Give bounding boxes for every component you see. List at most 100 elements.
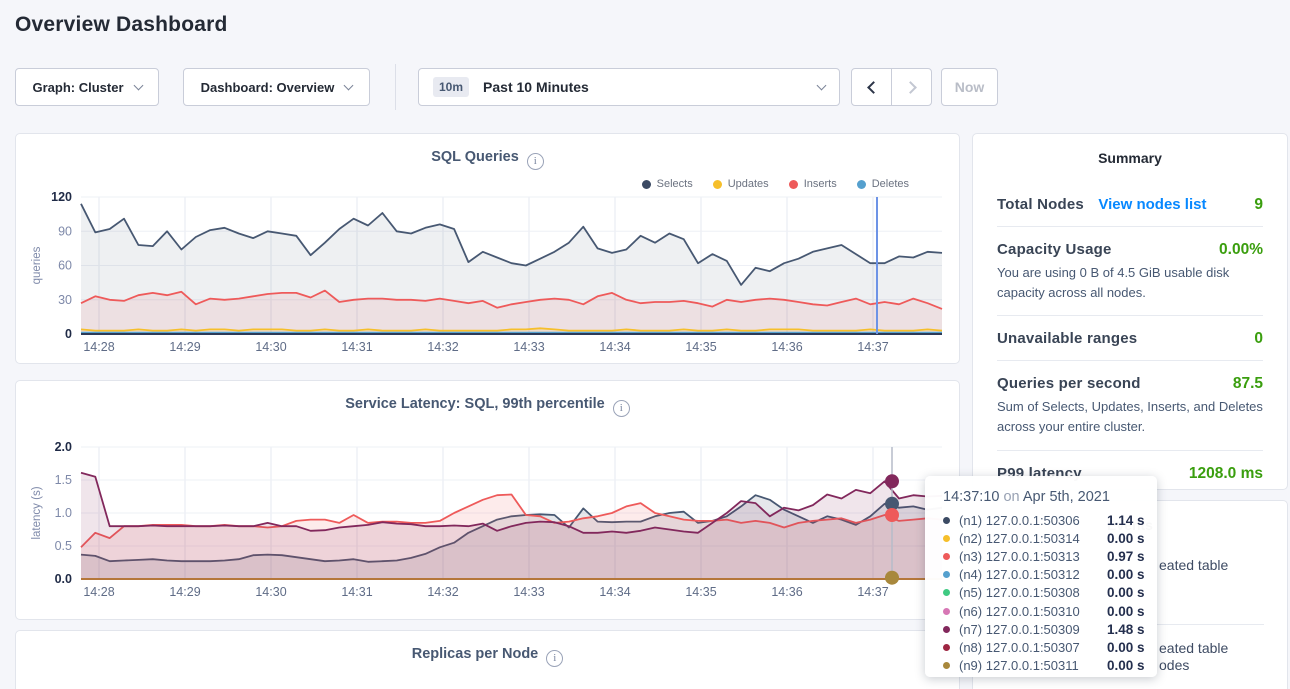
capacity-description: You are using 0 B of 4.5 GiB usable disk…	[997, 263, 1263, 303]
capacity-label: Capacity Usage	[997, 241, 1112, 258]
tooltip-date: Apr 5th, 2021	[1023, 489, 1110, 505]
svg-text:14:28: 14:28	[83, 340, 114, 354]
chevron-down-icon	[133, 80, 143, 90]
tooltip-row: (n3) 127.0.0.1:503130.97 s	[943, 547, 1157, 565]
tooltip-node-value: 0.00 s	[1107, 640, 1145, 655]
qps-label: Queries per second	[997, 375, 1141, 392]
svg-text:14:33: 14:33	[513, 585, 544, 599]
svg-text:14:30: 14:30	[255, 585, 286, 599]
time-range-label: Past 10 Minutes	[483, 79, 589, 95]
unavailable-ranges-label: Unavailable ranges	[997, 330, 1137, 347]
svg-text:0: 0	[65, 327, 72, 341]
tooltip-node-value: 0.00 s	[1107, 658, 1145, 673]
svg-text:0.5: 0.5	[55, 539, 72, 553]
series-dot-icon	[943, 589, 950, 596]
svg-text:1.5: 1.5	[55, 473, 72, 487]
svg-text:latency (s): latency (s)	[31, 486, 43, 539]
time-range-chip: 10m	[433, 77, 469, 97]
summary-row-total-nodes: Total Nodes View nodes list 9	[997, 182, 1263, 226]
svg-text:14:29: 14:29	[169, 585, 200, 599]
summary-row-unavailable: Unavailable ranges 0	[997, 315, 1263, 360]
total-nodes-label: Total Nodes	[997, 196, 1084, 213]
unavailable-ranges-value: 0	[1254, 330, 1263, 348]
svg-text:14:35: 14:35	[685, 585, 716, 599]
tooltip-on-text: on	[1003, 489, 1019, 505]
svg-text:120: 120	[51, 190, 72, 204]
svg-text:14:33: 14:33	[513, 340, 544, 354]
events-divider	[1157, 624, 1264, 625]
tooltip-row: (n2) 127.0.0.1:503140.00 s	[943, 529, 1157, 547]
series-dot-icon	[943, 608, 950, 615]
series-dot-icon	[943, 626, 950, 633]
svg-text:14:36: 14:36	[771, 585, 802, 599]
svg-text:14:36: 14:36	[771, 340, 802, 354]
overview-dashboard-page: { "page": { "title": "Overview Dashboard…	[0, 0, 1290, 689]
view-nodes-list-link[interactable]: View nodes list	[1098, 196, 1206, 213]
graph-dropdown[interactable]: Graph: Cluster	[15, 68, 159, 106]
series-dot-icon	[943, 571, 950, 578]
series-dot-icon	[943, 553, 950, 560]
series-dot-icon	[943, 662, 950, 669]
qps-description: Sum of Selects, Updates, Inserts, and De…	[997, 397, 1263, 437]
tooltip-node-value: 1.48 s	[1107, 622, 1145, 637]
summary-row-qps: Queries per second 87.5 Sum of Selects, …	[997, 360, 1263, 449]
now-button-label: Now	[955, 79, 985, 95]
event-item-text-fragment: odes	[1159, 657, 1189, 673]
replicas-title: Replicas per Node i	[16, 646, 959, 667]
tooltip-row: (n8) 127.0.0.1:503070.00 s	[943, 638, 1157, 656]
svg-text:14:28: 14:28	[83, 585, 114, 599]
page-title: Overview Dashboard	[15, 13, 228, 37]
tooltip-node-label: (n4) 127.0.0.1:50312	[959, 567, 1107, 582]
svg-text:14:34: 14:34	[599, 340, 630, 354]
svg-text:60: 60	[58, 259, 72, 273]
chevron-down-icon	[817, 80, 827, 90]
p99-latency-value: 1208.0 ms	[1189, 465, 1263, 483]
service-latency-card: Service Latency: SQL, 99th percentilei 1…	[15, 380, 960, 620]
svg-text:90: 90	[58, 224, 72, 238]
tooltip-row: (n4) 127.0.0.1:503120.00 s	[943, 566, 1157, 584]
tooltip-row: (n7) 127.0.0.1:503091.48 s	[943, 620, 1157, 638]
time-step-buttons	[851, 68, 932, 106]
chart-title-text: Replicas per Node	[412, 646, 539, 662]
service-latency-chart[interactable]: 14:28 14:29 14:30 14:31 14:32 14:33 14:34 14:35…	[16, 381, 961, 621]
tooltip-node-label: (n1) 127.0.0.1:50306	[959, 513, 1107, 528]
event-item-text-fragment: eated table	[1159, 557, 1228, 573]
svg-text:14:32: 14:32	[427, 340, 458, 354]
summary-panel: Summary Total Nodes View nodes list 9 Ca…	[972, 133, 1288, 490]
qps-value: 87.5	[1233, 375, 1263, 393]
dashboard-dropdown[interactable]: Dashboard: Overview	[183, 68, 370, 106]
svg-text:14:35: 14:35	[685, 340, 716, 354]
chevron-left-icon	[867, 81, 880, 94]
time-step-back-button[interactable]	[852, 69, 891, 105]
tooltip-row: (n1) 127.0.0.1:503061.14 s	[943, 511, 1157, 529]
now-button[interactable]: Now	[941, 68, 998, 106]
time-step-forward-button[interactable]	[891, 69, 931, 105]
sql-queries-chart[interactable]: 14:2814:2914:3014:3114:3214:3314:3414:35…	[16, 134, 961, 365]
tooltip-node-label: (n5) 127.0.0.1:50308	[959, 585, 1107, 600]
sql-queries-card: SQL Queriesi SelectsUpdatesInsertsDelete…	[15, 133, 960, 364]
series-dot-icon	[943, 644, 950, 651]
tooltip-node-value: 1.14 s	[1107, 513, 1145, 528]
svg-text:14:37: 14:37	[857, 585, 888, 599]
tooltip-node-value: 0.97 s	[1107, 549, 1145, 564]
series-dot-icon	[943, 535, 950, 542]
svg-text:14:31: 14:31	[341, 585, 372, 599]
info-icon[interactable]: i	[546, 650, 563, 667]
svg-text:14:34: 14:34	[599, 585, 630, 599]
summary-row-capacity: Capacity Usage 0.00% You are using 0 B o…	[997, 226, 1263, 315]
tooltip-node-label: (n3) 127.0.0.1:50313	[959, 549, 1107, 564]
tooltip-node-value: 0.00 s	[1107, 531, 1145, 546]
dashboard-dropdown-label: Dashboard: Overview	[201, 80, 335, 95]
svg-text:14:32: 14:32	[427, 585, 458, 599]
tooltip-timestamp: 14:37:10 on Apr 5th, 2021	[943, 489, 1157, 505]
svg-text:2.0: 2.0	[55, 440, 72, 454]
tooltip-node-value: 0.00 s	[1107, 567, 1145, 582]
tooltip-row: (n6) 127.0.0.1:503100.00 s	[943, 602, 1157, 620]
svg-text:queries: queries	[31, 246, 43, 284]
svg-text:30: 30	[58, 293, 72, 307]
tooltip-node-value: 0.00 s	[1107, 585, 1145, 600]
chart-hover-tooltip: 14:37:10 on Apr 5th, 2021 (n1) 127.0.0.1…	[925, 476, 1157, 677]
svg-text:0.0: 0.0	[55, 572, 72, 586]
time-range-picker[interactable]: 10m Past 10 Minutes	[418, 68, 840, 106]
series-dot-icon	[943, 517, 950, 524]
